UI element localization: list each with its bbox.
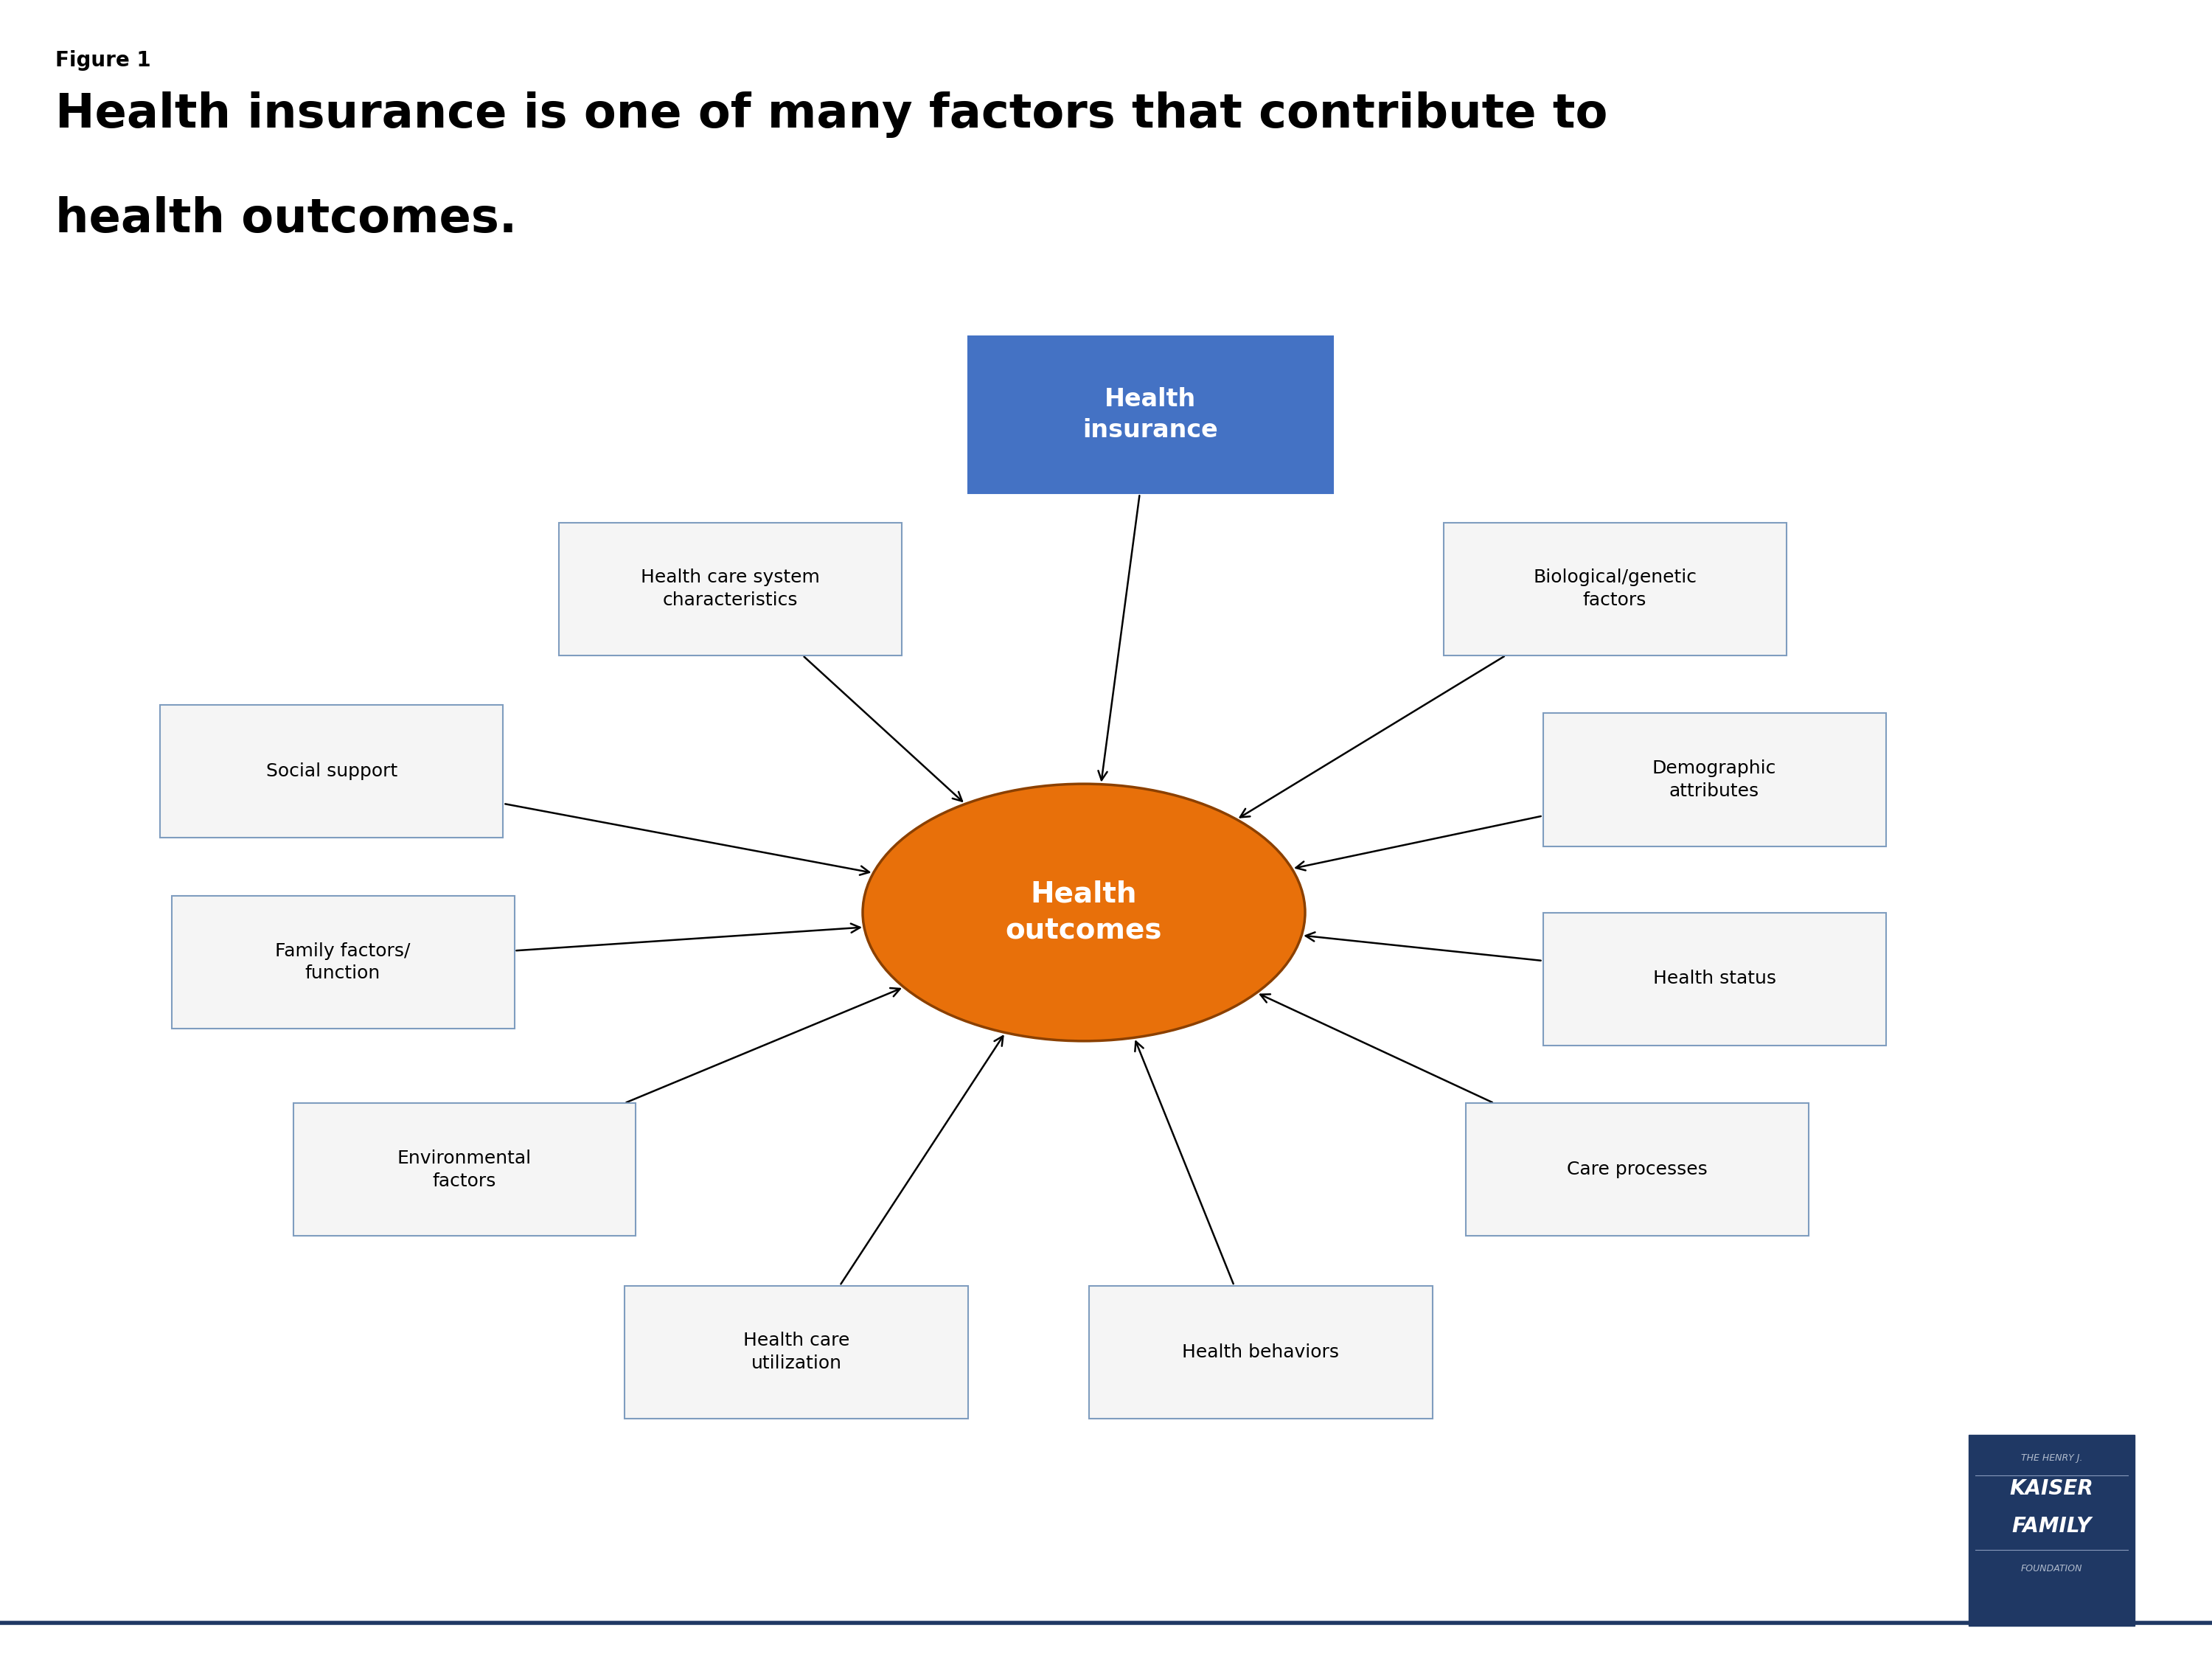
Text: Health
outcomes: Health outcomes (1006, 879, 1161, 946)
Text: Biological/genetic
factors: Biological/genetic factors (1533, 569, 1697, 609)
Text: Demographic
attributes: Demographic attributes (1652, 760, 1776, 800)
Text: Environmental
factors: Environmental factors (398, 1150, 531, 1190)
Text: Health behaviors: Health behaviors (1181, 1344, 1338, 1360)
FancyBboxPatch shape (557, 523, 902, 655)
Text: FOUNDATION: FOUNDATION (2022, 1564, 2081, 1573)
Ellipse shape (863, 783, 1305, 1042)
Text: health outcomes.: health outcomes. (55, 196, 518, 242)
Text: Health care
utilization: Health care utilization (743, 1332, 849, 1372)
FancyBboxPatch shape (1544, 912, 1885, 1045)
FancyBboxPatch shape (1464, 1103, 1809, 1236)
Text: Family factors/
function: Family factors/ function (274, 942, 411, 982)
FancyBboxPatch shape (1088, 1286, 1433, 1418)
FancyBboxPatch shape (159, 705, 502, 838)
Text: Health insurance is one of many factors that contribute to: Health insurance is one of many factors … (55, 91, 1608, 138)
Text: Figure 1: Figure 1 (55, 50, 150, 70)
FancyBboxPatch shape (292, 1103, 637, 1236)
FancyBboxPatch shape (1442, 523, 1787, 655)
Text: Care processes: Care processes (1566, 1161, 1708, 1178)
FancyBboxPatch shape (173, 896, 513, 1029)
FancyBboxPatch shape (969, 335, 1332, 494)
Text: Health
insurance: Health insurance (1082, 387, 1219, 443)
Text: THE HENRY J.: THE HENRY J. (2022, 1453, 2081, 1463)
Text: Health care system
characteristics: Health care system characteristics (641, 569, 818, 609)
FancyBboxPatch shape (1544, 713, 1885, 846)
Text: Health status: Health status (1652, 971, 1776, 987)
Text: FAMILY: FAMILY (2011, 1516, 2093, 1536)
FancyBboxPatch shape (624, 1286, 969, 1418)
FancyBboxPatch shape (1969, 1435, 2135, 1626)
Text: Social support: Social support (265, 763, 398, 780)
Text: KAISER: KAISER (2011, 1478, 2093, 1498)
